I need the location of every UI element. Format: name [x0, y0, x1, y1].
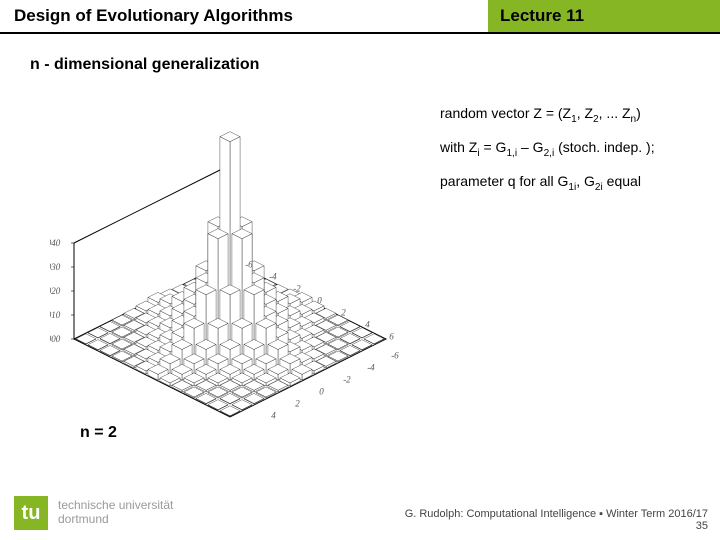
svg-text:0: 0 — [317, 295, 322, 305]
svg-text:-2: -2 — [343, 375, 351, 385]
svg-text:-6: -6 — [245, 259, 253, 269]
description-block: random vector Z = (Z1, Z2, ... Zn) with … — [440, 102, 655, 204]
svg-text:4: 4 — [365, 319, 370, 329]
header-title-left: Design of Evolutionary Algorithms — [0, 0, 488, 34]
svg-text:0.000: 0.000 — [50, 334, 61, 344]
content-area: 0.000 0.010 0.020 0.030 0.040 -6 -4 -2 0 2 4 6 -6 -4 -… — [0, 74, 720, 474]
svg-text:-6: -6 — [391, 351, 399, 361]
svg-text:0.030: 0.030 — [50, 262, 61, 272]
svg-text:-2: -2 — [293, 283, 301, 293]
svg-text:0.020: 0.020 — [50, 286, 61, 296]
tu-logo-line2: dortmund — [58, 513, 173, 527]
slide-footer: G. Rudolph: Computational Intelligence ▪… — [405, 508, 708, 532]
svg-text:0: 0 — [319, 387, 324, 397]
header-title-right: Lecture 11 — [488, 0, 720, 34]
subheading: n - dimensional generalization — [0, 34, 720, 74]
footer-line1: G. Rudolph: Computational Intelligence ▪… — [405, 508, 708, 520]
chart-3d-container: 0.000 0.010 0.020 0.030 0.040 -6 -4 -2 0 2 4 6 -6 -4 -… — [50, 94, 420, 424]
tu-logo-caption: technische universität dortmund — [58, 499, 173, 527]
desc-line-3: parameter q for all G1i, G2i equal — [440, 170, 655, 196]
desc-line-2: with Zi = G1,i – G2,i (stoch. indep. ); — [440, 136, 655, 162]
svg-text:2: 2 — [341, 307, 346, 317]
svg-text:0.010: 0.010 — [50, 310, 61, 320]
footer-page-number: 35 — [405, 520, 708, 532]
svg-text:6: 6 — [247, 423, 252, 424]
chart-3d-svg: 0.000 0.010 0.020 0.030 0.040 -6 -4 -2 0 2 4 6 -6 -4 -… — [50, 94, 420, 424]
svg-text:6: 6 — [389, 331, 394, 341]
tu-logo-text: tu — [22, 502, 41, 525]
svg-text:2: 2 — [295, 399, 300, 409]
svg-text:4: 4 — [271, 411, 276, 421]
tu-logo-square: tu — [14, 496, 48, 530]
svg-text:-4: -4 — [367, 363, 375, 373]
n-equals-label: n = 2 — [80, 424, 117, 442]
tu-logo-line1: technische universität — [58, 499, 173, 513]
desc-line-1: random vector Z = (Z1, Z2, ... Zn) — [440, 102, 655, 128]
svg-text:0.040: 0.040 — [50, 238, 61, 248]
tu-logo: tu technische universität dortmund — [14, 496, 173, 530]
svg-text:-4: -4 — [269, 271, 277, 281]
